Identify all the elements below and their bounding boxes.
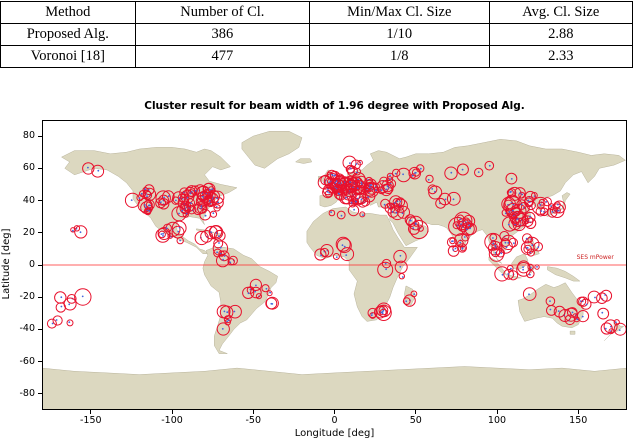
y-tick-mark [38,296,42,298]
x-tick-mark [90,410,92,414]
y-tick-label: 20 [22,226,35,238]
table-header-cell: Avg. Cl. Size [488,1,634,24]
table-header-row: Method Number of Cl. Min/Max Cl. Size Avg. … [0,1,634,24]
x-tick-label: -150 [79,415,102,426]
x-tick-label: 150 [569,415,588,426]
y-tick-label: -80 [19,387,35,399]
y-tick-mark [38,393,42,395]
results-table: Method Number of Cl. Min/Max Cl. Size Avg. … [0,1,634,68]
table-cell: 1/8 [309,45,490,68]
x-tick-mark [415,410,417,414]
y-tick-mark [38,200,42,202]
y-tick-mark [38,135,42,137]
map-plot-area: SES mPower [42,120,627,410]
world-map-svg: SES mPower [42,120,627,410]
table-cell: 477 [134,45,311,68]
table-header-cell: Min/Max Cl. Size [309,1,490,24]
x-tick-mark [577,410,579,414]
cluster-markers [46,155,627,336]
y-tick-label: 60 [22,162,35,174]
table-cell: Proposed Alg. [0,23,136,46]
cluster-map-chart: Cluster result for beam width of 1.96 de… [0,96,634,446]
x-tick-label: -100 [161,415,183,426]
y-tick-label: 80 [22,130,35,142]
chart-title: Cluster result for beam width of 1.96 de… [144,100,525,112]
table-cell: 2.33 [488,45,634,68]
y-tick-label: 40 [22,194,35,206]
x-tick-mark [496,410,498,414]
x-tick-label: 0 [331,415,338,426]
y-tick-mark [38,361,42,363]
y-tick-label: -40 [19,323,35,335]
table-cell: 1/10 [309,23,490,46]
table-row: Proposed Alg. 386 1/10 2.88 [0,23,634,46]
x-tick-mark [252,410,254,414]
x-tick-mark [171,410,173,414]
x-tick-label: 100 [487,415,507,426]
x-tick-mark [334,410,335,414]
y-tick-mark [38,232,42,234]
y-tick-label: -60 [19,355,35,367]
table-cell: 2.88 [488,23,634,46]
y-tick-mark [38,167,42,169]
x-axis-label: Longitude [deg] [294,428,375,439]
y-tick-label: 0 [28,259,35,270]
table-cell: 386 [134,23,311,46]
x-tick-label: -50 [245,415,262,426]
table-cell: Voronoi [18] [0,45,136,68]
y-tick-mark [38,264,42,266]
x-tick-label: 50 [409,415,422,426]
table-header-cell: Method [0,1,136,24]
table-header-cell: Number of Cl. [134,1,311,24]
y-tick-label: -20 [19,291,35,303]
y-tick-mark [38,328,42,330]
ses-mpower-label: SES mPower [577,254,615,261]
table-row: Voronoi [18] 477 1/8 2.33 [0,45,634,68]
